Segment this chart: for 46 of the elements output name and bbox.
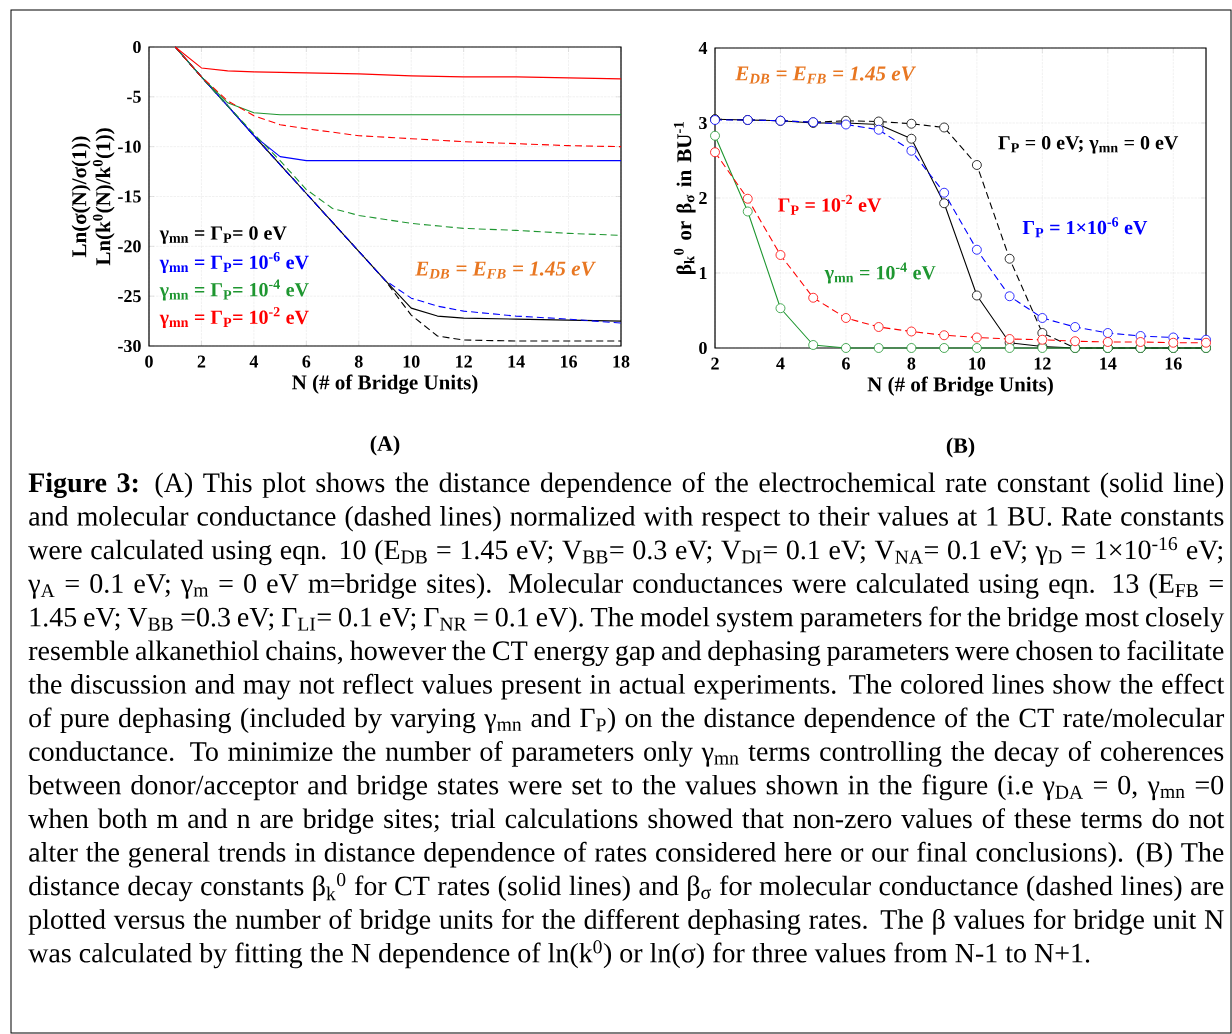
series-label: Γ$_{P}$ = 10$^{-2}$ eV xyxy=(778,194,882,215)
text: Γ$_{P}$ = 1×10$^{-6}$ eV xyxy=(1022,217,1148,238)
x-tick-label: 14 xyxy=(1100,357,1117,370)
y-tick-label: -10 xyxy=(118,140,141,153)
y-tick-label: -30 xyxy=(118,339,141,353)
x-tick-label: 16 xyxy=(1165,357,1182,370)
text: (A) xyxy=(370,435,400,456)
y-tick-label: 3 xyxy=(699,116,707,130)
y-tick-label: 0 xyxy=(133,40,141,54)
x-tick-label: 8 xyxy=(907,357,916,370)
y-axis-title: β$_{k}$$^{0}$ or β$_{σ}$ in BU$^{-1}$ xyxy=(673,122,696,274)
text: (B) xyxy=(946,437,975,458)
text: γ$_{mn}$ = Γ$_{P}$= 10$^{-2}$ eV xyxy=(159,307,309,329)
x-tick-label: 16 xyxy=(561,355,578,368)
y-tick-label: -20 xyxy=(118,240,141,253)
x-tick-label: 6 xyxy=(842,357,850,370)
x-tick-label: 2 xyxy=(711,357,719,370)
annotation: E$_{DB}$ = E$_{FB}$ = 1.45 eV xyxy=(735,66,917,84)
y-tick-label: 2 xyxy=(699,192,707,204)
series-label: γ$_{mn}$ = Γ$_{P}$= 0 eV xyxy=(159,226,287,244)
y-tick-label: 0 xyxy=(699,341,707,355)
x-tick-label: 10 xyxy=(403,355,420,368)
x-axis-title: N (# of Bridge Units) xyxy=(867,376,1053,396)
x-tick-label: 18 xyxy=(613,355,630,368)
y-tick-label: -5 xyxy=(127,90,141,103)
x-tick-label: 12 xyxy=(456,355,472,368)
x-tick-label: 6 xyxy=(302,355,311,368)
y-tick-label: -15 xyxy=(118,190,141,203)
y-tick-label: -25 xyxy=(118,290,141,303)
x-tick-label: 4 xyxy=(776,357,785,370)
annotation: E$_{DB}$ = E$_{FB}$ = 1.45 eV xyxy=(415,261,596,279)
text: γ$_{mn}$ = Γ$_{P}$= 10$^{-6}$ eV xyxy=(159,252,309,274)
y-tick-label: 1 xyxy=(699,267,707,279)
x-tick-label: 4 xyxy=(249,355,259,368)
text: γ$_{mn}$ = 10$^{-4}$ eV xyxy=(824,262,936,284)
x-tick-label: 10 xyxy=(969,357,986,370)
text: γ$_{mn}$ = Γ$_{P}$= 10$^{-4}$ eV xyxy=(159,279,309,301)
x-tick-label: 0 xyxy=(145,355,153,368)
x-tick-label: 12 xyxy=(1034,357,1051,370)
text: Figure 3: (A) This plot shows the distance dependence of the electrochemical rate constant (solid line) and molecular conductance (dashed lines) normalized with respect to their values at 1 BU. Rate constants were calculated using eqn. 10 (E$_{DB}$ = 1.45 eV; V$_{BB}$= 0.3 eV; V$_{DI}$= 0.1 eV; V$_{NA}$= 0.1 eV; γ$_{D}$ = 1×10$^{-16}$ eV; γ$_{A}$ = 0.1 eV; γ$_{m}$ = 0 eV m=bridge sites). Molecular conductances were calculated using eqn. 13 (E$_{FB}$ = 1.45 eV; V$_{BB}$ =0.3 eV; Γ$_{LI}$= 0.1 eV; Γ$_{NR}$ = 0.1 eV). The model system parameters for the bridge most closely resemble alkanethiol chains, however the CT energy gap and dephasing parameters were chosen to facilitate the discussion and may not reflect values present in actual experiments. The colored lines show the effect of pure dephasing (included by varying γ$_{mn}$ and Γ$_{P}$) on the distance dependence of the CT rate/molecular conductance. To minimize the number of parameters only γ$_{mn}$ terms controlling the decay of coherences between donor/acceptor and bridge states were set to the values shown in the figure (i.e γ$_{DA}$ = 0, γ$_{mn}$ =0 when both m and n are bridge sites; trial calculations showed that non-zero values of these terms do not alter the general trends in distance dependence of rates considered here or our final conclusions). (B) The distance decay constants β$_{k}$$^{0}$ for CT rates (solid lines) and β$_{σ}$ for molecular conductance (dashed lines) are plotted versus the number of bridge units for the different dephasing rates. The β values for bridge unit N was calculated by fitting the N dependence of ln(k$^{0}$) or ln(σ) for three values from N-1 to N+1. xyxy=(28,472,1225,969)
x-tick-label: 8 xyxy=(354,355,363,368)
x-tick-label: 14 xyxy=(508,355,525,368)
x-axis-title: N (# of Bridge Units) xyxy=(292,374,478,394)
y-tick-label: 4 xyxy=(698,42,708,54)
text: Γ$_{P}$ = 0 eV; γ$_{mn}$ = 0 eV xyxy=(998,135,1179,154)
x-tick-label: 2 xyxy=(197,355,206,368)
